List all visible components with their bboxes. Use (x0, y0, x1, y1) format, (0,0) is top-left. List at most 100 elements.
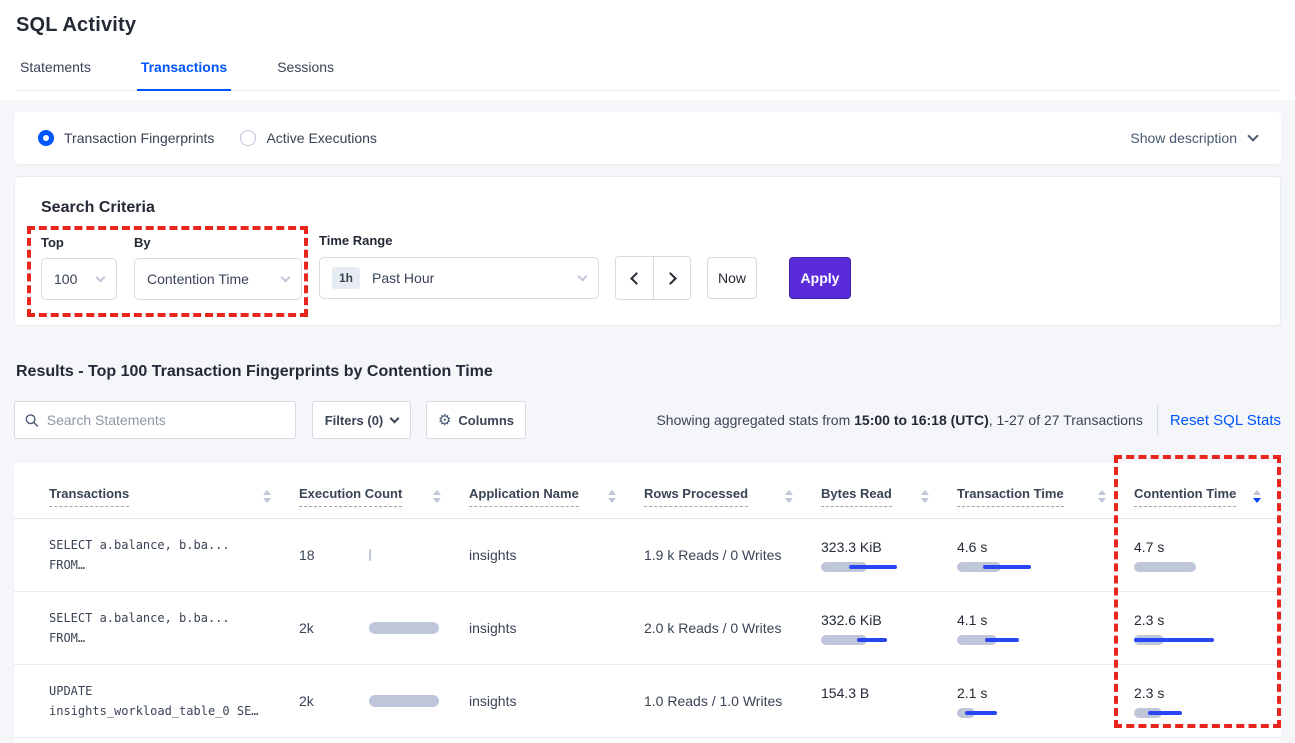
search-criteria-panel: Search Criteria Top 100 By Contention Ti… (14, 176, 1281, 326)
column-header-rows-processed[interactable]: Rows Processed (644, 474, 821, 507)
rows-processed-cell: 2.0 k Reads / 0 Writes (644, 620, 782, 636)
now-button[interactable]: Now (707, 257, 757, 299)
time-prev-button[interactable] (616, 257, 653, 299)
bytes-read-bar (821, 634, 931, 645)
chevron-down-icon (280, 272, 291, 283)
time-next-button[interactable] (653, 257, 690, 299)
bytes-read-bar (821, 561, 931, 572)
sort-arrows-icon (921, 490, 929, 503)
radio-label: Transaction Fingerprints (64, 130, 215, 146)
radio-selected-icon (38, 130, 54, 146)
column-header-application-name[interactable]: Application Name (469, 474, 644, 507)
transactions-table: Transactions Execution Count Application… (14, 463, 1281, 743)
contention-time-bar (1134, 561, 1244, 572)
chevron-down-icon (389, 413, 400, 424)
tab-sessions[interactable]: Sessions (277, 59, 335, 75)
tab-transactions[interactable]: Transactions (136, 59, 232, 91)
radio-transaction-fingerprints[interactable]: Transaction Fingerprints (38, 130, 214, 146)
column-header-execution-count[interactable]: Execution Count (299, 474, 469, 507)
contention-time-cell: 2.3 s (1134, 612, 1271, 645)
time-range-field: Time Range 1h Past Hour Now Apply (319, 233, 851, 300)
transaction-fingerprint-link[interactable]: SELECT a.balance, b.ba... FROM… (49, 537, 230, 572)
time-range-value: Past Hour (372, 270, 435, 286)
view-toggle-bar: Transaction Fingerprints Active Executio… (14, 112, 1281, 164)
execution-count-cell: 2k (299, 620, 469, 636)
application-name-cell: insights (469, 620, 517, 636)
top-field: Top 100 (41, 235, 117, 300)
columns-button[interactable]: ⚙ Columns (426, 401, 526, 439)
contention-time-bar (1134, 634, 1244, 645)
column-header-contention-time[interactable]: Contention Time (1134, 474, 1271, 507)
transaction-time-bar (957, 561, 1067, 572)
execution-count-bar (369, 549, 371, 561)
sort-arrows-icon (263, 490, 271, 503)
rows-processed-cell: 1.9 k Reads / 0 Writes (644, 547, 782, 563)
bytes-read-cell: 323.3 KiB (821, 539, 957, 572)
search-icon (25, 413, 39, 427)
search-statements-input[interactable] (46, 412, 285, 428)
bytes-read-bar (821, 708, 931, 718)
search-statements-box (14, 401, 296, 439)
reset-sql-stats-link[interactable]: Reset SQL Stats (1169, 411, 1281, 429)
execution-count-bar (369, 695, 439, 707)
page-title: SQL Activity (16, 14, 137, 36)
app-header: SQL Activity Statements Transactions Ses… (0, 0, 1295, 100)
contention-time-cell: 4.7 s (1134, 539, 1271, 572)
execution-count-cell: 18 (299, 547, 469, 563)
application-name-cell: insights (469, 693, 517, 709)
transaction-time-cell: 2.1 s (957, 685, 1134, 718)
search-criteria-heading: Search Criteria (41, 199, 155, 216)
table-header-row: Transactions Execution Count Application… (14, 463, 1281, 519)
contention-time-cell: 2.3 s (1134, 685, 1271, 718)
time-range-badge: 1h (332, 267, 361, 289)
results-controls: Filters (0) ⚙ Columns Showing aggregated… (14, 401, 1281, 439)
sort-arrows-icon (1098, 490, 1106, 503)
top-select-value: 100 (54, 271, 78, 287)
sort-arrows-icon (785, 490, 793, 503)
transaction-time-bar (957, 634, 1067, 645)
column-header-transactions[interactable]: Transactions (49, 474, 299, 507)
radio-unselected-icon (240, 130, 257, 146)
caret-left-icon (630, 271, 643, 285)
show-description-toggle[interactable]: Show description (1130, 130, 1259, 146)
top-select[interactable]: 100 (41, 258, 117, 300)
chevron-down-icon (1247, 130, 1259, 142)
show-description-label: Show description (1130, 130, 1237, 146)
by-field: By Contention Time (134, 235, 302, 300)
chevron-down-icon (95, 272, 106, 283)
tab-statements[interactable]: Statements (20, 59, 91, 75)
top-label: Top (41, 235, 64, 250)
application-name-cell: insights (469, 547, 517, 563)
time-range-label: Time Range (319, 233, 393, 248)
results-heading: Results - Top 100 Transaction Fingerprin… (16, 363, 493, 380)
execution-count-cell: 2k (299, 693, 469, 709)
radio-active-executions[interactable]: Active Executions (240, 130, 377, 146)
aggregated-stats-text: Showing aggregated stats from 15:00 to 1… (656, 412, 1143, 428)
filters-button-label: Filters (0) (324, 412, 384, 428)
sort-arrows-icon (608, 490, 616, 503)
filters-button[interactable]: Filters (0) (312, 401, 411, 439)
execution-count-bar (369, 622, 439, 634)
by-select-value: Contention Time (147, 271, 249, 287)
transaction-fingerprint-link[interactable]: SELECT a.balance, b.ba... FROM… (49, 610, 230, 645)
column-header-bytes-read[interactable]: Bytes Read (821, 474, 957, 507)
table-row: UPDATE insights_workload_table_0 SE… 2k … (14, 665, 1281, 738)
table-row: SELECT a.balance, b.ba... FROM… 18 insig… (14, 519, 1281, 592)
transaction-time-cell: 4.1 s (957, 612, 1134, 645)
rows-processed-cell: 1.0 Reads / 1.0 Writes (644, 693, 783, 709)
transaction-time-bar (957, 707, 1067, 718)
transaction-fingerprint-link[interactable]: UPDATE insights_workload_table_0 SE… (49, 683, 259, 718)
table-row: SELECT a.balance, b.ba... FROM… 2k insig… (14, 592, 1281, 665)
by-label: By (134, 235, 151, 250)
apply-button[interactable]: Apply (789, 257, 851, 299)
sort-arrows-icon (1253, 490, 1261, 503)
by-select[interactable]: Contention Time (134, 258, 302, 300)
sort-arrows-icon (433, 490, 441, 503)
columns-button-label: Columns (458, 412, 515, 428)
radio-label: Active Executions (266, 130, 377, 146)
time-step-group (615, 256, 691, 300)
bytes-read-cell: 332.6 KiB (821, 612, 957, 645)
bytes-read-cell: 154.3 B (821, 685, 957, 718)
time-range-select[interactable]: 1h Past Hour (319, 257, 599, 299)
column-header-transaction-time[interactable]: Transaction Time (957, 474, 1134, 507)
